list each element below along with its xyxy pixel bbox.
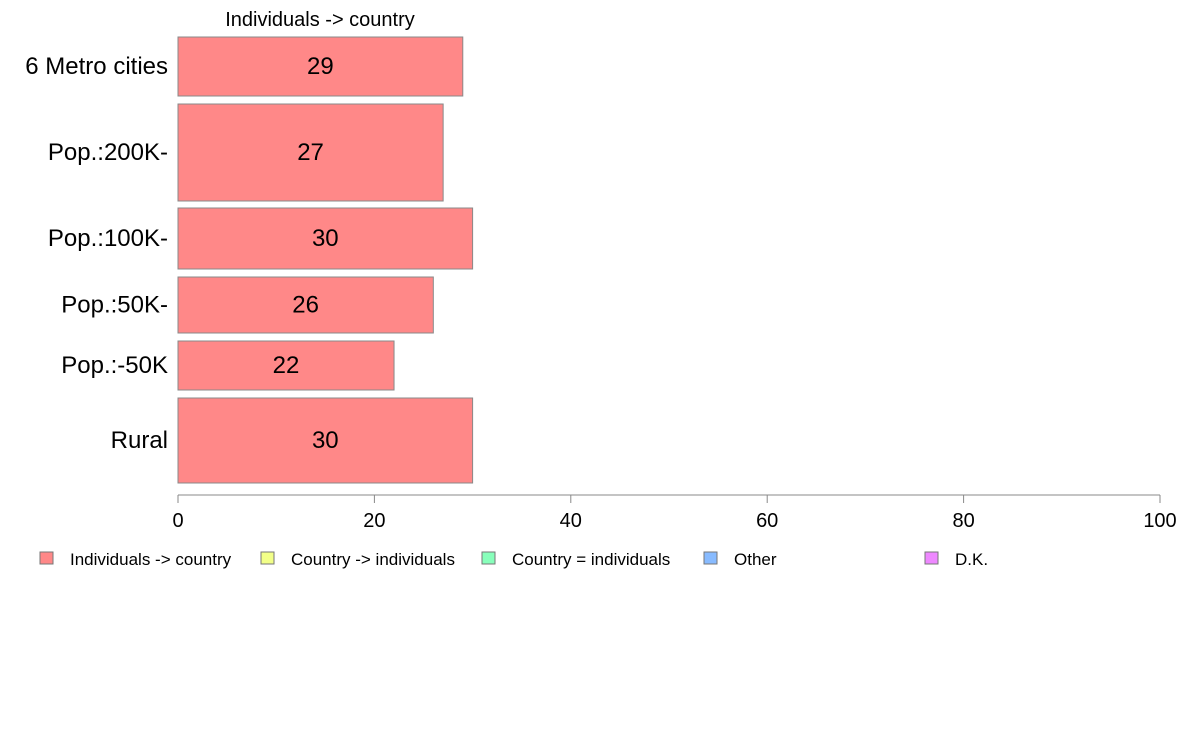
x-tick-label: 40	[560, 510, 582, 532]
category-label: Pop.:-50K	[61, 352, 168, 379]
legend-swatch	[260, 551, 275, 565]
x-axis: 0 20 40 60 80 100	[172, 494, 1177, 532]
bar	[177, 207, 474, 270]
bar-value-label: 26	[292, 292, 319, 319]
legend-label: Country -> individuals	[291, 550, 455, 569]
x-tick-label: 60	[756, 510, 778, 532]
bar	[177, 36, 464, 97]
bar-value-label: 29	[307, 53, 334, 80]
bar	[177, 276, 434, 334]
bar	[177, 340, 395, 391]
legend-swatch	[703, 551, 718, 565]
legend-label: Country = individuals	[512, 550, 670, 569]
legend-label: D.K.	[955, 550, 988, 569]
legend-label: Other	[734, 550, 777, 569]
category-label: Rural	[111, 427, 168, 454]
bar	[177, 103, 444, 202]
category-label: Pop.:100K-	[48, 225, 168, 252]
legend-swatch	[924, 551, 939, 565]
bar-value-label: 22	[273, 352, 300, 379]
chart-title: Individuals -> country	[225, 9, 415, 31]
bar	[177, 397, 474, 484]
category-label: Pop.:200K-	[48, 139, 168, 166]
bar-value-label: 30	[312, 225, 339, 252]
x-tick-label: 20	[363, 510, 385, 532]
category-label: Pop.:50K-	[61, 292, 168, 319]
x-tick-label: 80	[952, 510, 974, 532]
legend: Individuals -> country Country -> individ…	[39, 550, 988, 569]
x-tick-label: 100	[1143, 510, 1176, 532]
x-tick-label: 0	[172, 510, 183, 532]
legend-swatch	[39, 551, 54, 565]
category-label: 6 Metro cities	[25, 53, 168, 80]
legend-label: Individuals -> country	[70, 550, 232, 569]
bar-value-label: 27	[297, 139, 324, 166]
bar-value-label: 30	[312, 427, 339, 454]
legend-swatch	[481, 551, 496, 565]
